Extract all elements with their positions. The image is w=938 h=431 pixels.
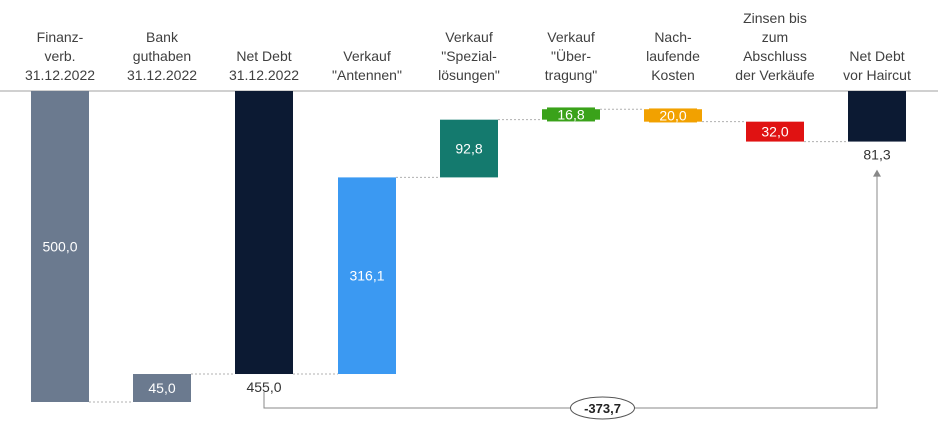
value-label: 45,0 [148,380,175,396]
bar [235,91,293,375]
category-label: Finanz-verb. 31.12.2022 [25,29,95,83]
category-label: Verkauf "Über-tragung" [545,29,597,83]
value-labels: 500,0 45,0 455,0 316,1 92,8 16,8 20,0 32,0 81,3 [42,106,890,396]
bar [31,91,89,402]
value-label: 316,1 [349,268,384,284]
value-label-box [649,108,697,123]
total-change-bracket: -373,7 [263,169,881,420]
category-label: Zinsen bis zum Abschluss der Verkäufe [735,10,815,83]
category-label: Net Debt 31.12.2022 [229,48,299,83]
bar [338,177,396,375]
value-label: 32,0 [761,124,788,140]
total-change-label: -373,7 [584,401,621,416]
category-label: Verkauf "Antennen" [332,48,402,83]
connector-lines [89,108,848,403]
category-label: Bank guthaben 31.12.2022 [127,29,197,83]
value-label: 16,8 [557,106,584,122]
value-label: 92,8 [455,141,482,157]
total-change-ellipse [570,396,635,420]
category-labels: Finanz-verb. 31.12.2022 Bank guthaben 31.12.… [25,10,911,83]
value-label-box [751,124,799,139]
bar [440,119,498,178]
value-label: 20,0 [659,107,686,123]
value-label: 455,0 [246,379,281,395]
category-label: Net Debt vor Haircut [843,48,911,83]
category-label: Verkauf "Spezial-lösungen" [438,29,500,83]
category-label: Nach-laufende Kosten [646,29,700,83]
bar [848,91,906,142]
value-label-box [547,107,595,122]
bar [133,374,191,402]
bracket-arrowhead [873,169,881,177]
value-label: 500,0 [42,239,77,255]
value-label: 81,3 [863,147,890,163]
